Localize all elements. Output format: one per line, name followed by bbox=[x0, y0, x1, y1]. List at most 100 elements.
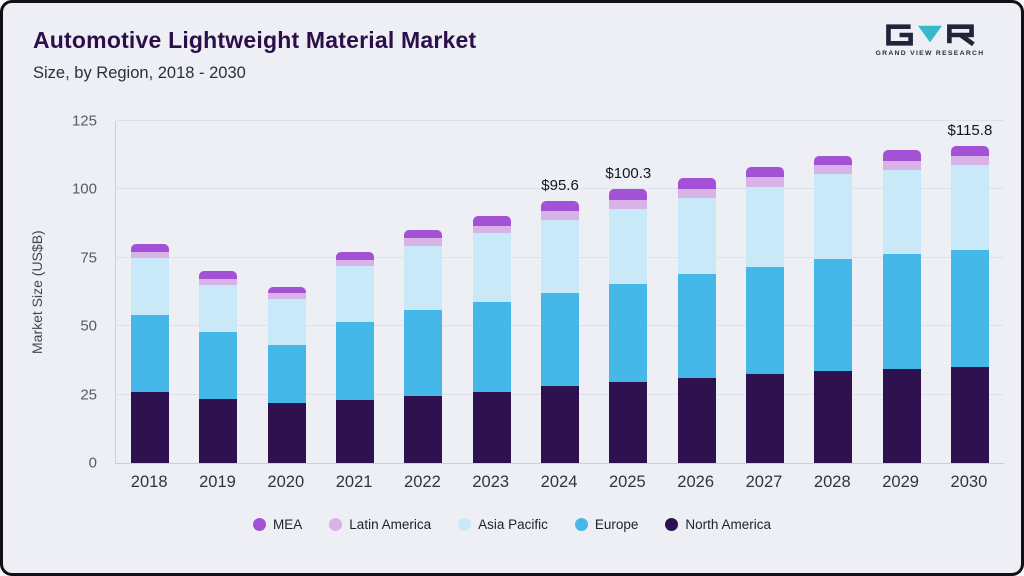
stacked-bar[interactable] bbox=[404, 121, 443, 463]
legend-item[interactable]: Europe bbox=[574, 517, 638, 532]
stacked-bar[interactable] bbox=[609, 121, 648, 463]
stacked-bar[interactable] bbox=[814, 121, 853, 463]
legend-item[interactable]: MEA bbox=[253, 517, 302, 532]
bar-segment-north-america[interactable] bbox=[882, 368, 921, 463]
bar-segment-north-america[interactable] bbox=[404, 395, 443, 463]
bar-segment-latin-america[interactable] bbox=[267, 293, 306, 299]
bar-segment-north-america[interactable] bbox=[199, 398, 238, 463]
x-axis-label: 2021 bbox=[335, 473, 373, 491]
bar-segment-latin-america[interactable] bbox=[609, 199, 648, 209]
bar-segment-north-america[interactable] bbox=[131, 391, 170, 463]
bar-segment-latin-america[interactable] bbox=[814, 165, 853, 175]
bar-segment-mea[interactable] bbox=[199, 270, 238, 280]
stacked-bar[interactable] bbox=[267, 121, 306, 463]
bar-segment-mea[interactable] bbox=[336, 251, 375, 261]
bar-segment-latin-america[interactable] bbox=[541, 211, 580, 220]
bar-segment-europe[interactable] bbox=[336, 322, 375, 401]
stacked-bar[interactable] bbox=[677, 121, 716, 463]
bar-segment-asia-pacific[interactable] bbox=[677, 197, 716, 275]
bar-segment-latin-america[interactable] bbox=[950, 155, 989, 166]
bar-segment-europe[interactable] bbox=[404, 309, 443, 396]
bar-segment-mea[interactable] bbox=[131, 243, 170, 252]
bar-segment-europe[interactable] bbox=[745, 267, 784, 375]
bar-segment-latin-america[interactable] bbox=[745, 177, 784, 187]
bar-segment-latin-america[interactable] bbox=[882, 160, 921, 171]
bar-column bbox=[253, 121, 321, 463]
bar-segment-mea[interactable] bbox=[950, 146, 989, 156]
bar-segment-latin-america[interactable] bbox=[677, 188, 716, 198]
bar-segment-asia-pacific[interactable] bbox=[404, 245, 443, 310]
stacked-bar[interactable] bbox=[745, 121, 784, 463]
bar-segment-europe[interactable] bbox=[814, 259, 853, 372]
legend-item[interactable]: Asia Pacific bbox=[458, 517, 548, 532]
bar-segment-mea[interactable] bbox=[609, 188, 648, 200]
stacked-bar[interactable] bbox=[199, 121, 238, 463]
bar-segment-mea[interactable] bbox=[745, 166, 784, 178]
bar-segment-mea[interactable] bbox=[472, 216, 511, 226]
bar-segment-north-america[interactable] bbox=[677, 378, 716, 463]
value-label: $115.8 bbox=[947, 122, 993, 140]
bar-segment-europe[interactable] bbox=[131, 315, 170, 392]
legend-swatch bbox=[458, 518, 472, 531]
bar-segment-latin-america[interactable] bbox=[131, 251, 170, 258]
bar-segment-asia-pacific[interactable] bbox=[267, 298, 306, 346]
bar-segment-asia-pacific[interactable] bbox=[131, 257, 170, 316]
x-axis-label: 2018 bbox=[130, 473, 168, 491]
bar-segment-mea[interactable] bbox=[404, 229, 443, 239]
bar-segment-europe[interactable] bbox=[541, 293, 580, 387]
legend-item[interactable]: Latin America bbox=[329, 517, 431, 532]
bar-segment-north-america[interactable] bbox=[950, 367, 989, 463]
legend-label: Asia Pacific bbox=[478, 517, 548, 532]
stacked-bar[interactable] bbox=[336, 121, 375, 463]
legend-label: Latin America bbox=[349, 517, 432, 532]
stacked-bar[interactable] bbox=[472, 121, 511, 463]
bar-segment-mea[interactable] bbox=[541, 201, 580, 212]
bar-segment-asia-pacific[interactable] bbox=[745, 186, 784, 268]
bar-segment-europe[interactable] bbox=[609, 283, 648, 383]
bar-segment-asia-pacific[interactable] bbox=[814, 174, 853, 260]
bar-segment-latin-america[interactable] bbox=[199, 279, 238, 286]
bar-segment-north-america[interactable] bbox=[267, 402, 306, 463]
bar-segment-north-america[interactable] bbox=[472, 391, 511, 463]
bar-segment-north-america[interactable] bbox=[541, 386, 580, 463]
bar-segment-asia-pacific[interactable] bbox=[609, 208, 648, 284]
bar-segment-mea[interactable] bbox=[882, 150, 921, 161]
x-axis-label: 2020 bbox=[267, 473, 305, 491]
stacked-bar[interactable] bbox=[131, 121, 170, 463]
bar-segment-asia-pacific[interactable] bbox=[472, 233, 511, 302]
bar-segment-asia-pacific[interactable] bbox=[882, 170, 921, 254]
bar-segment-mea[interactable] bbox=[814, 155, 853, 166]
stacked-bar[interactable] bbox=[882, 121, 921, 463]
bar-segment-asia-pacific[interactable] bbox=[336, 266, 375, 323]
bar-segment-north-america[interactable] bbox=[745, 374, 784, 463]
bar-segment-europe[interactable] bbox=[267, 345, 306, 403]
bar-column: $100.3 bbox=[594, 121, 662, 463]
x-axis-label: 2027 bbox=[745, 473, 783, 491]
legend-swatch bbox=[329, 518, 343, 531]
bar-segment-north-america[interactable] bbox=[609, 382, 648, 463]
bar-segment-mea[interactable] bbox=[677, 177, 716, 189]
stacked-bar[interactable] bbox=[541, 121, 580, 463]
bar-segment-north-america[interactable] bbox=[814, 371, 853, 463]
bar-segment-europe[interactable] bbox=[950, 249, 989, 368]
bar-segment-asia-pacific[interactable] bbox=[950, 165, 989, 250]
y-axis-title: Market Size (US$B) bbox=[29, 230, 45, 354]
bar-segment-latin-america[interactable] bbox=[336, 260, 375, 267]
bar-segment-latin-america[interactable] bbox=[472, 225, 511, 234]
bar-segment-europe[interactable] bbox=[882, 253, 921, 369]
bar-segment-asia-pacific[interactable] bbox=[541, 219, 580, 294]
bar-segment-europe[interactable] bbox=[472, 301, 511, 392]
bar-segment-north-america[interactable] bbox=[336, 400, 375, 463]
grand-view-research-logo: GRAND VIEW RESEARCH bbox=[875, 23, 985, 57]
bar-segment-europe[interactable] bbox=[199, 331, 238, 399]
bar-segment-asia-pacific[interactable] bbox=[199, 285, 238, 332]
x-axis-label: 2025 bbox=[608, 473, 646, 491]
legend-label: North America bbox=[685, 517, 771, 532]
bar-segment-europe[interactable] bbox=[677, 274, 716, 379]
stacked-bar[interactable] bbox=[950, 121, 989, 463]
bar-segment-mea[interactable] bbox=[267, 286, 306, 294]
legend-label: MEA bbox=[273, 517, 303, 532]
bar-segment-latin-america[interactable] bbox=[404, 238, 443, 246]
y-tick-label: 75 bbox=[80, 249, 97, 267]
legend-item[interactable]: North America bbox=[665, 517, 771, 532]
